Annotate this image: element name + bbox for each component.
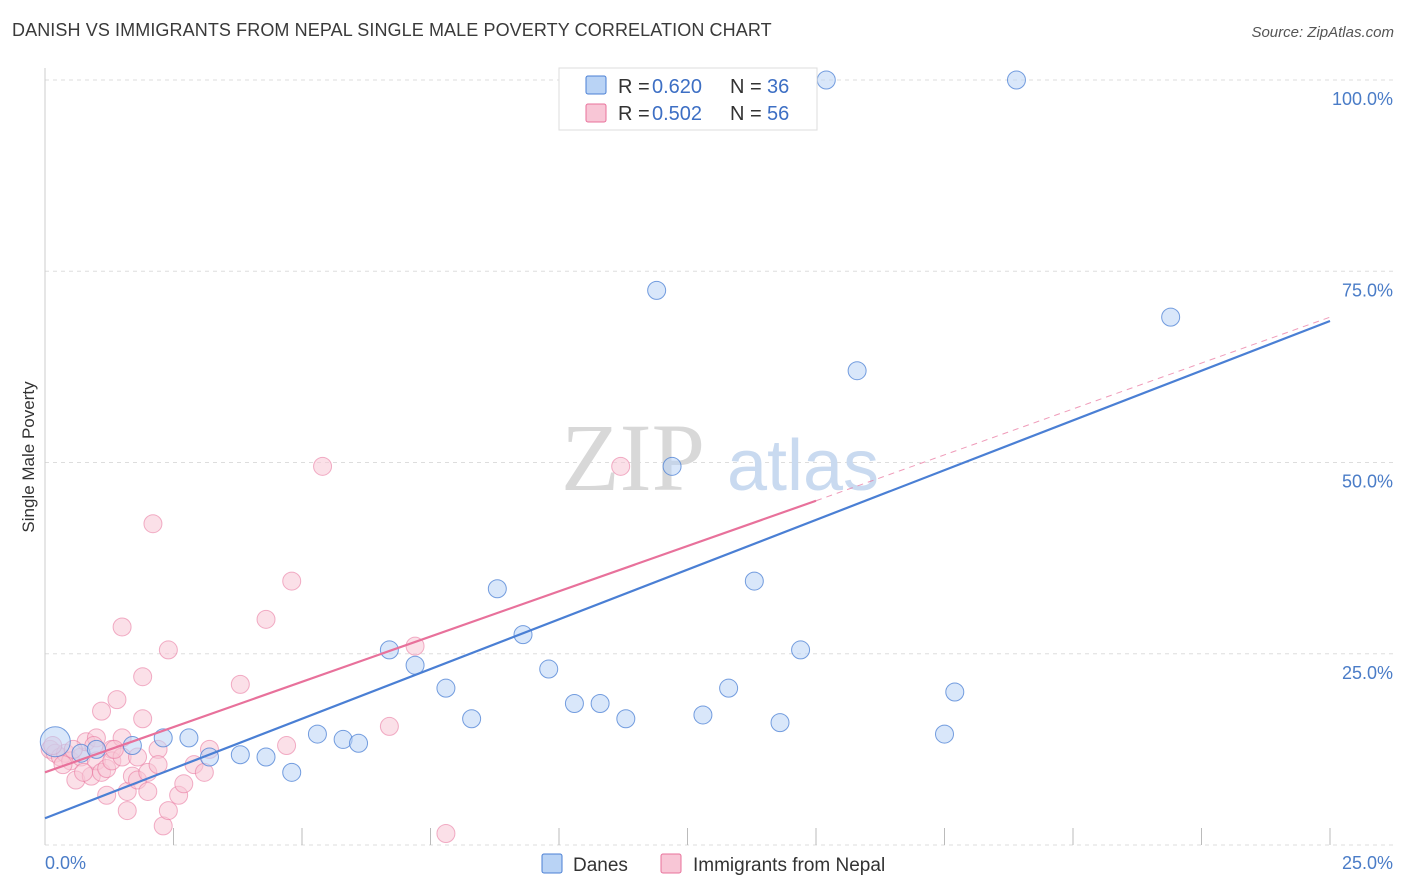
nepal-point <box>107 690 127 710</box>
nepal-point <box>158 801 178 821</box>
x-tick-label-end: 25.0% <box>1342 853 1393 873</box>
nepal-point <box>53 755 73 775</box>
nepal-point <box>143 514 163 534</box>
nepal-point <box>313 456 333 476</box>
nepal-point <box>138 781 158 801</box>
nepal-point <box>74 762 94 782</box>
nepal-point <box>277 736 297 756</box>
danes-point <box>349 733 369 753</box>
legend-nepal-r-label: R = <box>618 103 650 125</box>
danes-point <box>590 693 610 713</box>
danes-point <box>230 745 250 765</box>
danes-point <box>436 678 456 698</box>
watermark-atlas: atlas <box>727 426 879 506</box>
legend-danes-swatch <box>585 75 607 95</box>
nepal-point <box>133 709 153 729</box>
danes-point <box>847 361 867 381</box>
danes-trend-line <box>44 319 1331 820</box>
legend-danes-n-label: N = <box>730 76 762 98</box>
legend-nepal-r-value: 0.502 <box>652 103 702 125</box>
danes-point <box>1161 307 1181 327</box>
legend-nepal-n-label: N = <box>730 103 762 125</box>
y-tick-label: 50.0% <box>1342 472 1393 492</box>
danes-point <box>744 571 764 591</box>
nepal-trend-line-extension <box>815 316 1331 502</box>
bottom-legend: Danes Immigrants from Nepal <box>541 853 885 876</box>
nepal-trend-line <box>44 499 817 774</box>
trend-lines <box>44 316 1331 820</box>
axes <box>44 68 1331 845</box>
legend-nepal-swatch <box>585 103 607 123</box>
legend-box: R = 0.620 N = 36 R = 0.502 N = 56 <box>558 67 818 131</box>
source-label: Source: ZipAtlas.com <box>1251 24 1394 41</box>
series-nepal-points <box>40 456 631 844</box>
danes-point <box>179 728 199 748</box>
nepal-point <box>436 824 456 844</box>
danes-point <box>282 762 302 782</box>
danes-point <box>513 625 533 645</box>
watermark: ZIP atlas <box>561 404 879 511</box>
danes-point <box>693 705 713 725</box>
danes-point <box>487 579 507 599</box>
bottom-legend-nepal-swatch <box>660 853 682 874</box>
nepal-point <box>230 674 250 694</box>
x-tick-label-start: 0.0% <box>45 853 86 873</box>
watermark-zip: ZIP <box>561 404 705 511</box>
danes-point <box>770 713 790 733</box>
danes-point <box>539 659 559 679</box>
y-tick-label: 25.0% <box>1342 663 1393 683</box>
danes-point <box>1006 70 1026 90</box>
nepal-point <box>158 640 178 660</box>
nepal-point <box>379 716 399 736</box>
danes-point <box>616 709 636 729</box>
legend-danes-r-label: R = <box>618 76 650 98</box>
danes-point <box>647 280 667 300</box>
nepal-point <box>133 667 153 687</box>
danes-point <box>307 724 327 744</box>
danes-point <box>662 456 682 476</box>
nepal-point <box>174 774 194 794</box>
y-axis-label: Single Male Poverty <box>19 381 38 533</box>
danes-point <box>39 726 71 758</box>
bottom-legend-danes-swatch <box>541 853 563 874</box>
y-tick-label: 75.0% <box>1342 280 1393 300</box>
tick-labels: 25.0% 50.0% 75.0% 100.0% 0.0% 25.0% <box>45 89 1393 873</box>
danes-point <box>945 682 965 702</box>
grid-lines <box>45 79 1395 846</box>
bottom-legend-danes-label: Danes <box>573 855 628 876</box>
danes-point <box>86 739 106 759</box>
nepal-point <box>117 801 137 821</box>
danes-point <box>256 747 276 767</box>
danes-point <box>462 709 482 729</box>
legend-danes-n-value: 36 <box>767 76 789 98</box>
danes-point <box>816 70 836 90</box>
bottom-legend-nepal-label: Immigrants from Nepal <box>693 855 885 876</box>
danes-point <box>791 640 811 660</box>
nepal-point <box>112 617 132 637</box>
nepal-point <box>92 701 112 721</box>
nepal-point <box>282 571 302 591</box>
legend-danes-r-value: 0.620 <box>652 76 702 98</box>
y-tick-label: 100.0% <box>1332 89 1393 109</box>
danes-point <box>719 678 739 698</box>
chart-title: DANISH VS IMMIGRANTS FROM NEPAL SINGLE M… <box>12 20 772 40</box>
nepal-point <box>256 609 276 629</box>
legend-nepal-n-value: 56 <box>767 103 789 125</box>
danes-point <box>935 724 954 744</box>
danes-point <box>564 693 584 713</box>
series-danes-points <box>39 70 1181 782</box>
nepal-point <box>611 456 631 476</box>
